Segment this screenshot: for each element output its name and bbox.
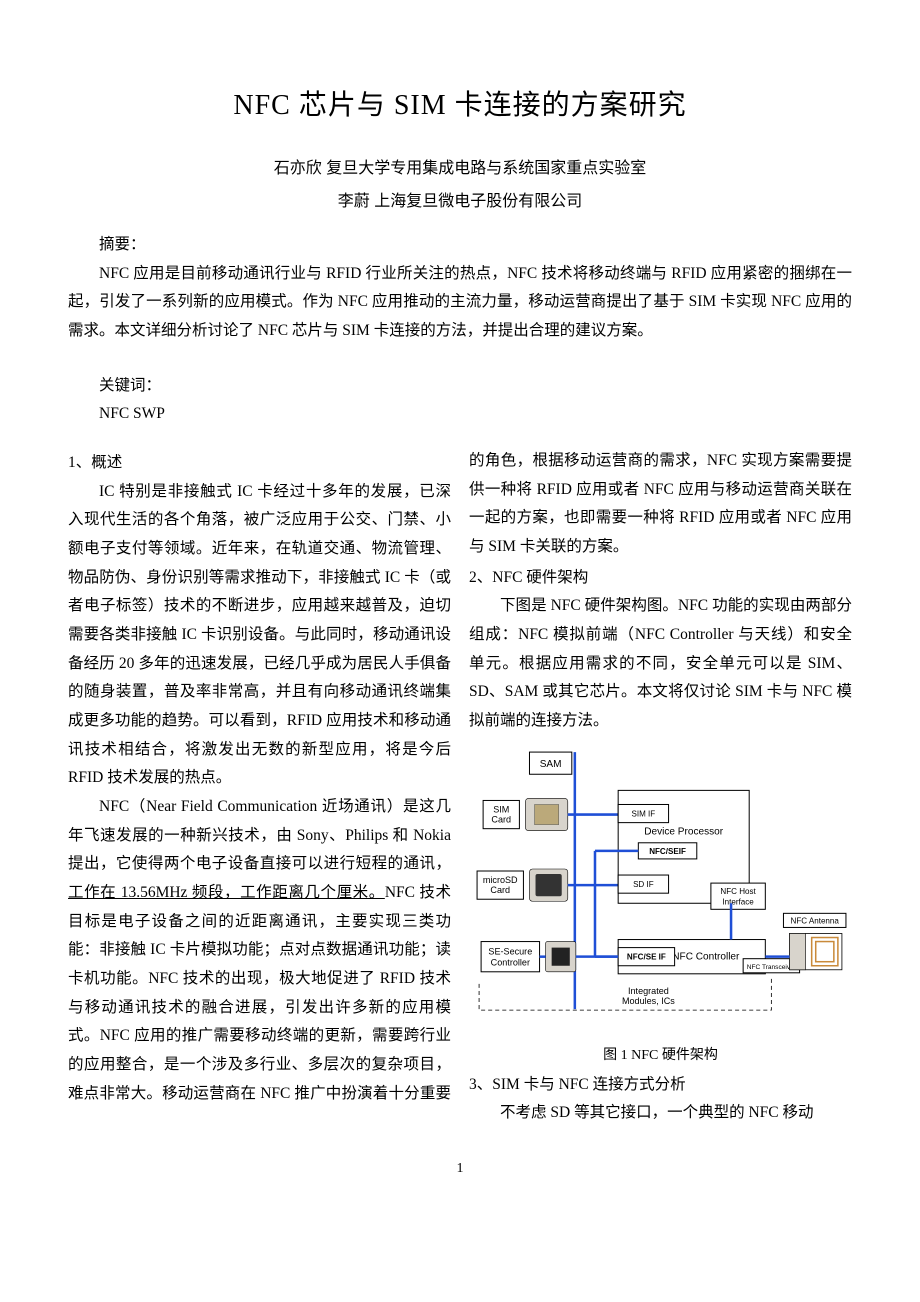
svg-text:Card: Card <box>491 814 511 824</box>
abstract-label: 摘要： <box>68 231 852 260</box>
svg-text:microSD: microSD <box>483 875 518 885</box>
svg-text:SIM IF: SIM IF <box>632 809 656 818</box>
svg-text:NFC Controller: NFC Controller <box>672 951 740 962</box>
figure-1-caption: 图 1 NFC 硬件架构 <box>469 1043 852 1069</box>
section-1-para-a: IC 特别是非接触式 IC 卡经过十多年的发展，已深入现代生活的各个角落，被广泛… <box>68 478 451 793</box>
svg-text:NFC Host: NFC Host <box>720 887 756 896</box>
svg-text:Device Processor: Device Processor <box>644 826 723 837</box>
author-line-2: 李蔚 上海复旦微电子股份有限公司 <box>68 187 852 217</box>
figure-1: SAM SIM Card microSD Card SE-Secure Cont… <box>469 742 852 1069</box>
nfc-architecture-diagram: SAM SIM Card microSD Card SE-Secure Cont… <box>469 742 852 1034</box>
p1b-pre: NFC（Near Field Communication 近场通讯）是这几年飞速… <box>68 798 451 872</box>
svg-text:NFC/SEIF: NFC/SEIF <box>649 847 686 856</box>
svg-text:Card: Card <box>490 885 510 895</box>
keywords-body: NFC SWP <box>68 400 852 429</box>
svg-text:SE-Secure: SE-Secure <box>488 946 532 956</box>
paper-title: NFC 芯片与 SIM 卡连接的方案研究 <box>68 80 852 132</box>
svg-text:NFC Antenna: NFC Antenna <box>791 916 840 925</box>
keywords-label: 关键词： <box>68 372 852 401</box>
section-3-heading: 3、SIM 卡与 NFC 连接方式分析 <box>469 1071 852 1100</box>
section-3-para: 不考虑 SD 等其它接口，一个典型的 NFC 移动 <box>469 1099 852 1128</box>
svg-text:SD IF: SD IF <box>633 880 654 889</box>
page-number: 1 <box>68 1156 852 1182</box>
svg-text:NFC/SE IF: NFC/SE IF <box>627 952 666 961</box>
p1b-underline: 工作在 13.56MHz 频段，工作距离几个厘米。 <box>68 884 385 901</box>
author-line-1: 石亦欣 复旦大学专用集成电路与系统国家重点实验室 <box>68 154 852 184</box>
svg-text:SAM: SAM <box>540 759 562 770</box>
svg-text:Controller: Controller <box>491 957 530 967</box>
svg-text:Integrated: Integrated <box>628 986 669 996</box>
svg-text:Interface: Interface <box>722 897 754 906</box>
section-1-heading: 1、概述 <box>68 449 451 478</box>
section-2-heading: 2、NFC 硬件架构 <box>469 564 852 593</box>
abstract-body: NFC 应用是目前移动通讯行业与 RFID 行业所关注的热点，NFC 技术将移动… <box>68 260 852 346</box>
svg-text:SIM: SIM <box>493 804 509 814</box>
two-column-body: 1、概述 IC 特别是非接触式 IC 卡经过十多年的发展，已深入现代生活的各个角… <box>68 447 852 1128</box>
svg-text:Modules, ICs: Modules, ICs <box>622 996 675 1006</box>
section-2-para: 下图是 NFC 硬件架构图。NFC 功能的实现由两部分组成：NFC 模拟前端（N… <box>469 592 852 735</box>
